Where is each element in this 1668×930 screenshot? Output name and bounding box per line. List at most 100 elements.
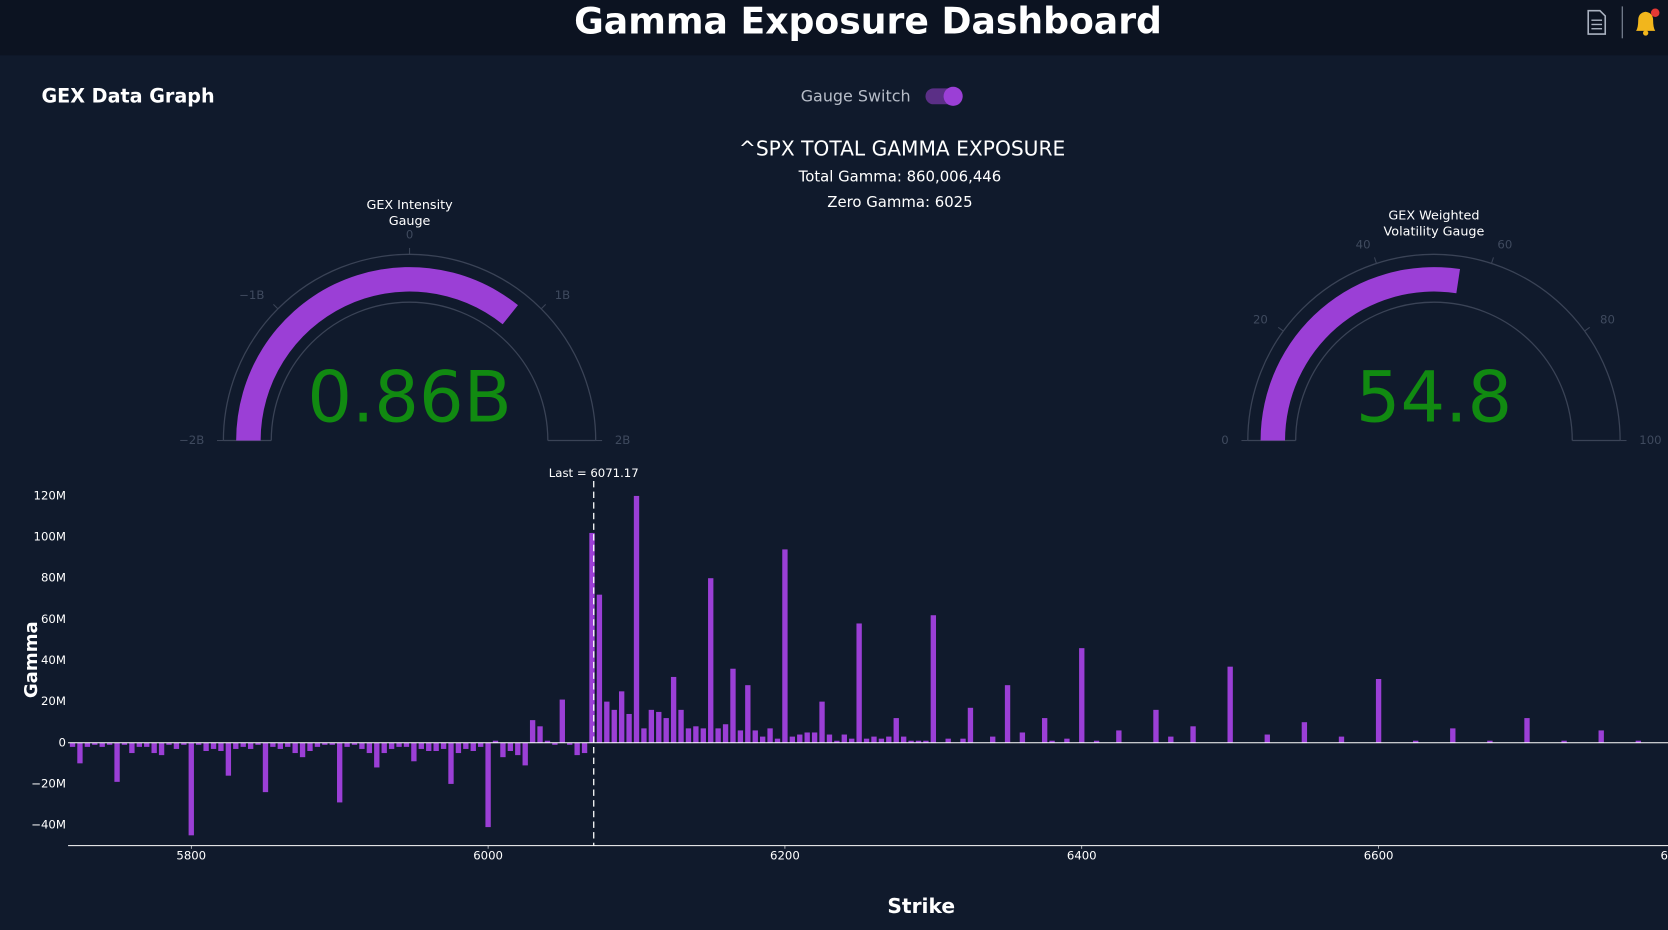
bar [715, 728, 721, 743]
y-tick-label: −40M [31, 818, 66, 832]
bar [77, 742, 83, 764]
x-tick-label: 5800 [176, 849, 206, 863]
bar [344, 742, 350, 747]
x-tick-label: 6800 [1661, 849, 1668, 863]
bar [240, 742, 246, 747]
bar [426, 742, 432, 751]
chart-title: ^SPX TOTAL GAMMA EXPOSURE [739, 137, 1065, 161]
gauge-tick [273, 303, 279, 310]
bar [923, 740, 929, 743]
bar [1064, 738, 1070, 743]
bar [574, 742, 580, 756]
panel-title: GEX Data Graph [41, 84, 214, 107]
bar [730, 668, 736, 743]
notification-bell[interactable] [1636, 8, 1660, 36]
bar [826, 734, 833, 743]
bar [1116, 730, 1122, 743]
bar [337, 742, 343, 803]
bar [915, 740, 922, 743]
bar [433, 742, 439, 751]
gauge-value: 54.8 [1356, 356, 1512, 438]
chart-subtitle: Zero Gamma: 6025 [827, 193, 972, 211]
bar [618, 691, 625, 743]
bar [1153, 709, 1159, 743]
bar [492, 740, 499, 743]
bar [693, 726, 699, 743]
gauge-tick-label: −1B [239, 288, 264, 302]
header-bar [0, 0, 1668, 56]
gauge-tick [540, 303, 547, 310]
y-tick-label: 40M [41, 653, 66, 667]
bar [478, 742, 484, 747]
bar [1168, 736, 1174, 743]
bar [878, 738, 885, 743]
bar [233, 742, 239, 749]
y-tick-label: 20M [41, 694, 66, 708]
bar [737, 730, 744, 743]
bar [604, 701, 610, 743]
bar [752, 730, 758, 743]
bar [210, 742, 217, 749]
bar [722, 724, 729, 743]
bar [396, 742, 402, 747]
bar [69, 742, 76, 747]
bar [1093, 740, 1100, 743]
gauge-tick-label: 1B [555, 288, 570, 302]
bar [1487, 740, 1493, 743]
bar [440, 742, 447, 749]
gauge-tick [1373, 257, 1377, 264]
bar [381, 742, 387, 754]
x-axis-title: Strike [887, 894, 955, 918]
bar [834, 740, 840, 743]
bar [388, 742, 395, 749]
bar [218, 742, 224, 751]
bar [789, 736, 796, 743]
gauge-title: GEX Intensity [366, 198, 453, 213]
bar [158, 742, 165, 756]
bar [515, 742, 521, 756]
gauge-tick [1277, 326, 1284, 332]
bar [351, 742, 358, 745]
bar [262, 742, 269, 793]
x-tick-label: 6000 [473, 849, 503, 863]
bar [700, 728, 706, 743]
bar [359, 742, 365, 749]
y-tick-label: 60M [41, 612, 66, 626]
y-tick-label: 100M [34, 530, 66, 544]
bar [967, 707, 974, 743]
bar [285, 742, 291, 747]
bar [114, 742, 120, 782]
bar [1338, 736, 1345, 743]
document-icon[interactable] [1587, 9, 1607, 35]
bar [708, 578, 714, 743]
bar [255, 742, 261, 745]
gauge-switch[interactable] [925, 86, 963, 106]
bar [678, 709, 684, 743]
bar [299, 742, 306, 758]
bar [596, 594, 603, 743]
bar [144, 742, 150, 747]
bar [129, 742, 135, 754]
x-tick-label: 6200 [770, 849, 800, 863]
last-price-label: Last = 6071.17 [549, 466, 639, 480]
bar [559, 699, 565, 743]
bar [522, 742, 528, 766]
bar [322, 742, 328, 745]
bar [900, 736, 907, 743]
bar [329, 742, 335, 745]
bar [485, 742, 491, 828]
gauge-title: Gauge [389, 214, 431, 229]
bar [1227, 666, 1233, 743]
bar [1264, 734, 1270, 743]
bar [470, 742, 476, 751]
bar [270, 742, 276, 747]
bar [1413, 740, 1419, 743]
gauge-tick [1490, 257, 1494, 264]
bar [173, 742, 180, 749]
bar [411, 742, 417, 762]
switch-label: Gauge Switch [801, 86, 911, 105]
bar [782, 549, 788, 743]
